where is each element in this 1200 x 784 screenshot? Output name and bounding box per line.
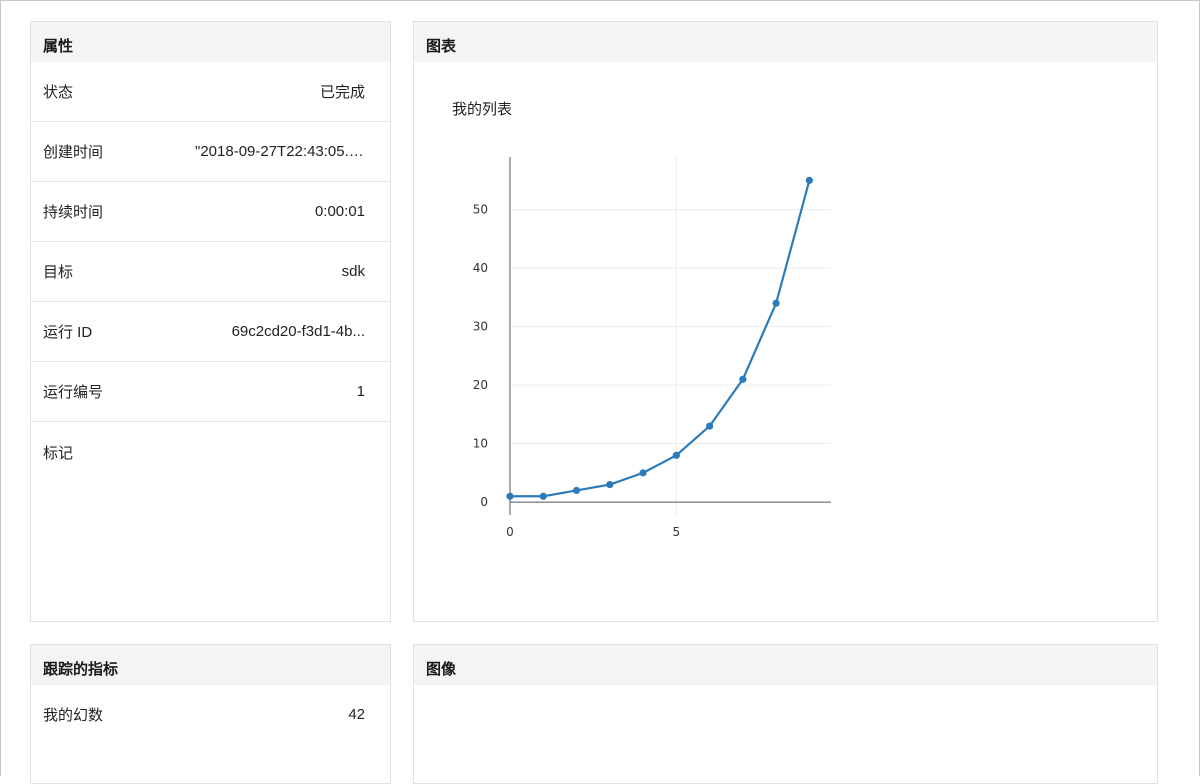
data-point bbox=[672, 451, 680, 459]
data-point bbox=[739, 375, 747, 383]
chart-title: 我的列表 bbox=[452, 101, 513, 118]
metric-label: 我的幻数 bbox=[43, 706, 104, 724]
data-point bbox=[572, 486, 581, 495]
property-row-created-time: 创建时间 "2018-09-27T22:43:05.417Z" bbox=[31, 122, 390, 182]
tracked-metrics-header: 跟踪的指标 bbox=[31, 645, 390, 685]
chart-panel: 图表 我的列表 0 10 20 30 40 50 0 5 bbox=[413, 21, 1158, 622]
data-point bbox=[539, 492, 547, 500]
property-label: 状态 bbox=[43, 84, 74, 101]
property-label: 运行编号 bbox=[43, 384, 104, 401]
properties-header: 属性 bbox=[31, 22, 390, 62]
y-tick-label: 0 bbox=[480, 495, 488, 509]
metric-row: 我的幻数 42 bbox=[31, 685, 390, 743]
property-row-target: 目标 sdk bbox=[31, 242, 390, 302]
metric-value: 42 bbox=[348, 705, 365, 723]
chart-axes bbox=[509, 157, 831, 515]
property-row-duration: 持续时间 0:00:01 bbox=[31, 182, 390, 242]
property-label: 持续时间 bbox=[43, 204, 104, 221]
data-point bbox=[606, 480, 614, 489]
property-value: "2018-09-27T22:43:05.417Z" bbox=[195, 143, 365, 160]
property-row-run-number: 运行编号 1 bbox=[31, 362, 390, 422]
data-point bbox=[705, 422, 714, 430]
y-tick-label: 40 bbox=[473, 261, 488, 275]
y-tick-label: 20 bbox=[473, 378, 488, 392]
series-line bbox=[510, 180, 811, 498]
images-header: 图像 bbox=[414, 645, 1157, 685]
data-point bbox=[639, 469, 647, 477]
tracked-metrics-panel: 跟踪的指标 我的幻数 42 bbox=[30, 644, 391, 784]
data-point bbox=[772, 299, 780, 307]
property-label: 运行 ID bbox=[43, 324, 93, 341]
chart-ticks: 0 10 20 30 40 50 0 5 bbox=[473, 203, 680, 539]
chart-series bbox=[506, 176, 813, 500]
images-panel: 图像 bbox=[413, 644, 1158, 784]
property-value: 1 bbox=[356, 383, 365, 400]
data-point bbox=[805, 176, 813, 184]
property-label: 创建时间 bbox=[43, 144, 104, 161]
property-value: 0:00:01 bbox=[314, 203, 365, 220]
property-value: 69c2cd20-f3d1-4b... bbox=[231, 323, 365, 340]
property-row-tags: 标记 bbox=[31, 422, 390, 482]
chart-panel-header: 图表 bbox=[414, 22, 1157, 62]
property-value: sdk bbox=[341, 263, 365, 280]
chart-grid bbox=[510, 157, 831, 515]
y-tick-label: 30 bbox=[473, 320, 488, 334]
property-row-status: 状态 已完成 bbox=[31, 62, 390, 122]
y-tick-label: 50 bbox=[473, 203, 488, 217]
y-tick-label: 10 bbox=[473, 437, 488, 451]
data-point bbox=[506, 492, 514, 500]
x-tick-label: 0 bbox=[506, 525, 514, 539]
property-value: 已完成 bbox=[319, 84, 365, 101]
property-label: 目标 bbox=[43, 264, 74, 281]
property-label: 标记 bbox=[43, 445, 74, 462]
x-tick-label: 5 bbox=[673, 525, 681, 539]
property-row-run-id: 运行 ID 69c2cd20-f3d1-4b... bbox=[31, 302, 390, 362]
properties-panel: 属性 状态 已完成 创建时间 "2018-09-27T22:43:05.417Z… bbox=[30, 21, 391, 622]
line-chart[interactable]: 0 10 20 30 40 50 0 5 bbox=[414, 62, 1157, 622]
